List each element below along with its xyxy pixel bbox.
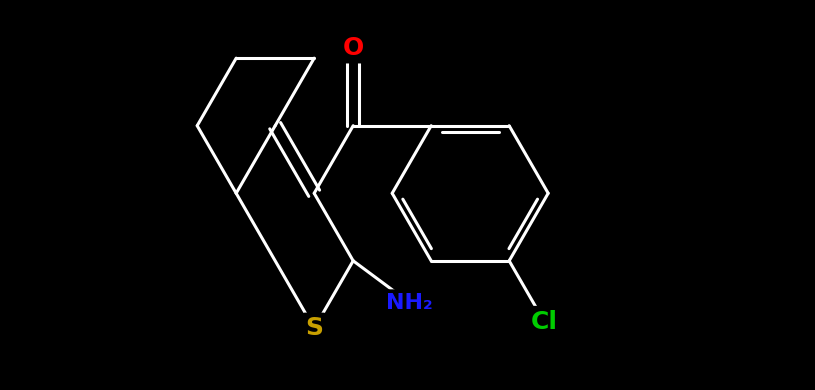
Text: S: S <box>305 316 324 340</box>
Text: O: O <box>342 36 363 60</box>
Text: NH₂: NH₂ <box>386 292 433 313</box>
Text: Cl: Cl <box>531 310 557 333</box>
